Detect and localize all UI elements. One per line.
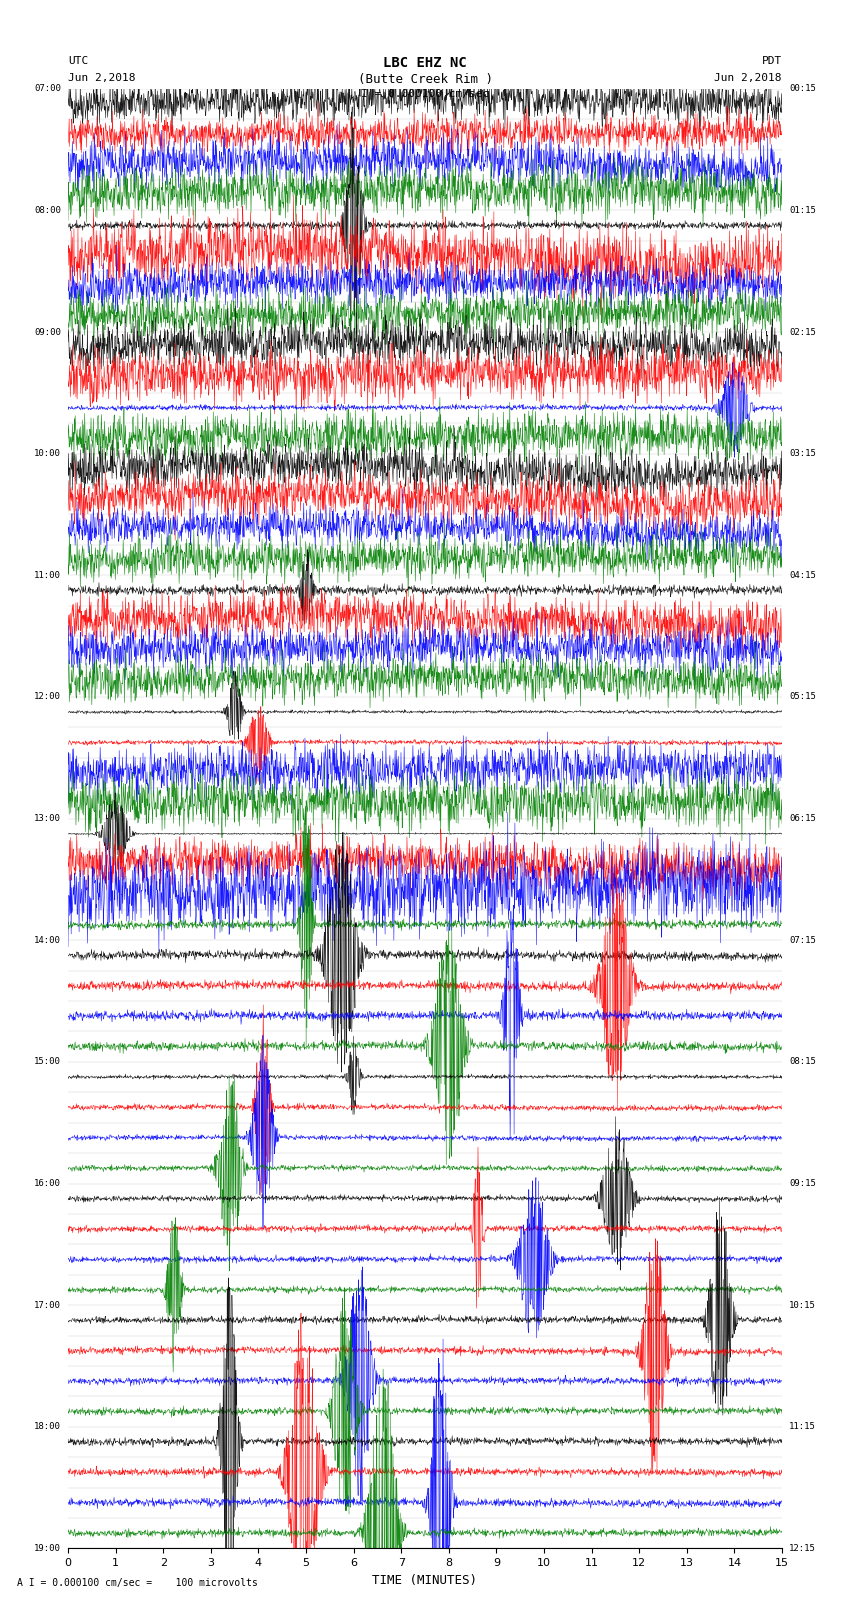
Text: 03:15: 03:15 xyxy=(789,448,816,458)
Text: 06:15: 06:15 xyxy=(789,815,816,823)
Text: I = 0.000100 cm/sec: I = 0.000100 cm/sec xyxy=(361,89,489,98)
Text: 11:00: 11:00 xyxy=(34,571,61,579)
Text: 12:15: 12:15 xyxy=(789,1544,816,1553)
Text: 17:00: 17:00 xyxy=(34,1300,61,1310)
Text: 08:00: 08:00 xyxy=(34,206,61,215)
Text: Jun 2,2018: Jun 2,2018 xyxy=(715,73,782,82)
Text: 13:00: 13:00 xyxy=(34,815,61,823)
Text: PDT: PDT xyxy=(762,56,782,66)
Text: 08:15: 08:15 xyxy=(789,1058,816,1066)
Text: 12:00: 12:00 xyxy=(34,692,61,702)
Text: 14:00: 14:00 xyxy=(34,936,61,945)
Text: 05:15: 05:15 xyxy=(789,692,816,702)
Text: A I = 0.000100 cm/sec =    100 microvolts: A I = 0.000100 cm/sec = 100 microvolts xyxy=(17,1578,258,1587)
Text: UTC: UTC xyxy=(68,56,88,66)
X-axis label: TIME (MINUTES): TIME (MINUTES) xyxy=(372,1574,478,1587)
Text: 19:00: 19:00 xyxy=(34,1544,61,1553)
Text: 01:15: 01:15 xyxy=(789,206,816,215)
Text: 15:00: 15:00 xyxy=(34,1058,61,1066)
Text: 10:15: 10:15 xyxy=(789,1300,816,1310)
Text: 02:15: 02:15 xyxy=(789,327,816,337)
Text: 07:00: 07:00 xyxy=(34,84,61,94)
Text: 09:15: 09:15 xyxy=(789,1179,816,1189)
Text: 07:15: 07:15 xyxy=(789,936,816,945)
Text: 09:00: 09:00 xyxy=(34,327,61,337)
Text: LBC EHZ NC: LBC EHZ NC xyxy=(383,56,467,71)
Text: (Butte Creek Rim ): (Butte Creek Rim ) xyxy=(358,73,492,85)
Text: 18:00: 18:00 xyxy=(34,1423,61,1431)
Text: 10:00: 10:00 xyxy=(34,448,61,458)
Text: 00:15: 00:15 xyxy=(789,84,816,94)
Text: 04:15: 04:15 xyxy=(789,571,816,579)
Text: Jun 2,2018: Jun 2,2018 xyxy=(68,73,135,82)
Text: 11:15: 11:15 xyxy=(789,1423,816,1431)
Text: 16:00: 16:00 xyxy=(34,1179,61,1189)
